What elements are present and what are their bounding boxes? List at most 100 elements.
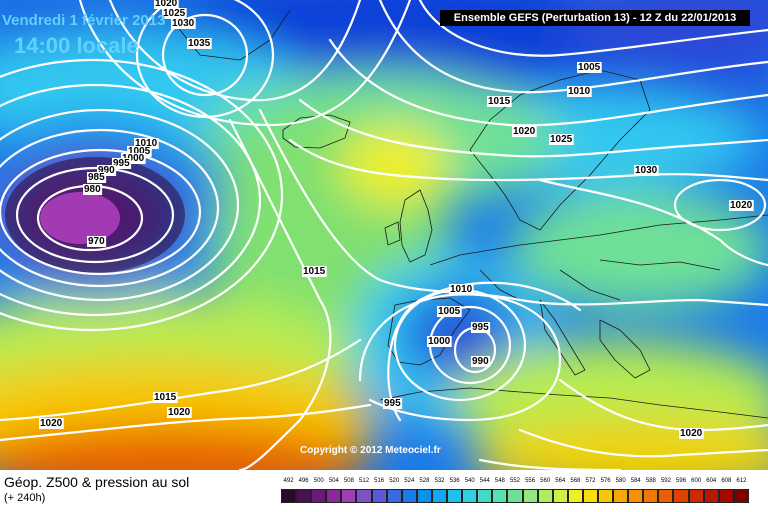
footer-title: Géop. Z500 & pression au sol [4,474,190,490]
isobar-label-background [121,153,146,164]
isobar-label: 1015 [303,266,326,277]
legend-value: 540 [464,478,475,484]
coastlines [159,0,768,419]
isobar-label: 1035 [188,38,211,49]
isobar-label-background [471,322,491,333]
isobar-label-background [512,126,537,137]
isobar-label-background [87,236,107,247]
isobar-label-background [83,184,103,195]
legend-value: 592 [660,478,671,484]
legend-value: 544 [479,478,490,484]
legend-value: 524 [404,478,415,484]
legend-swatch [477,489,493,503]
isobar-label-background [39,418,64,429]
isobar-label: 1020 [513,126,536,137]
legend-swatch [326,489,342,503]
isobar-label-background [679,428,704,439]
legend-swatch [582,489,598,503]
legend-value: 608 [721,478,732,484]
isobar-label: 1005 [578,62,601,73]
legend-swatch [658,489,674,503]
isobar-label: 1015 [154,392,177,403]
legend-swatch [613,489,629,503]
legend-value: 588 [645,478,656,484]
legend-swatch [597,489,614,503]
isobar-label: 1000 [122,153,145,164]
model-run-label: Ensemble GEFS (Perturbation 13) - 12 Z d… [440,10,750,26]
legend-swatch [733,489,749,503]
isobar-label: 1020 [40,418,63,429]
isobar-label-background [634,165,659,176]
isobar-label: 980 [84,184,101,195]
isobar-label: 1020 [730,200,753,211]
legend-value: 584 [630,478,641,484]
legend-value: 564 [555,478,566,484]
isobar-label-background [427,336,452,347]
legend-swatch [447,489,463,503]
legend-swatch [431,489,448,503]
footer-subtitle: (+ 240h) [4,492,46,504]
forecast-time: 14:00 locale [14,33,139,58]
legend-swatch [537,489,553,503]
legend-swatch [356,489,372,503]
legend-swatch [371,489,387,503]
isobar-label: 1030 [635,165,658,176]
isobar-label: 1000 [428,336,451,347]
legend-value: 596 [676,478,687,484]
isobar-label-background [729,200,754,211]
legend-value: 496 [298,478,309,484]
isobar-label-background [437,306,462,317]
legend-swatch [341,489,357,503]
color-legend: 492 496 500 504 508 512 516 520 524 528 532 536 540 5… [281,478,749,504]
legend-swatch [401,489,417,503]
legend-value: 520 [389,478,400,484]
legend-value: 512 [359,478,370,484]
legend-value: 612 [736,478,747,484]
isobar-label-background [487,96,512,107]
legend-value: 528 [419,478,430,484]
isobar-label: 990 [472,356,489,367]
isobar-label-background [302,266,327,277]
legend-swatch [552,489,568,503]
legend-swatch [673,489,689,503]
forecast-date: Vendredi 1 février 2013 [2,12,166,29]
legend-swatch [643,489,659,503]
legend-value: 580 [615,478,626,484]
isobar-label: 995 [384,398,401,409]
legend-swatch [703,489,719,503]
isobar-label: 1010 [135,138,158,149]
isobar-label-background [577,62,602,73]
isobar-label-background [87,172,107,183]
legend-value: 560 [540,478,551,484]
legend-swatch [281,489,297,503]
legend-swatch [462,489,478,503]
legend-swatch [386,489,402,503]
isobar-label-background [153,392,178,403]
legend-value: 568 [570,478,581,484]
legend-value: 536 [449,478,460,484]
legend-value: 492 [283,478,294,484]
legend-value: 500 [313,478,324,484]
isobar-label: 995 [113,158,130,169]
isobar-label: 995 [472,322,489,333]
isobar-label: 1020 [155,0,178,9]
isobar-label: 1005 [128,146,151,157]
legend-swatch [311,489,327,503]
legend-swatch [522,489,538,503]
legend-value: 532 [434,478,445,484]
legend-swatch [296,489,312,503]
isobar-label: 1025 [163,8,186,19]
isobar-label: 985 [88,172,105,183]
isobar-label-background [134,138,159,149]
legend-value: 552 [509,478,521,484]
isobar-label: 1010 [450,284,473,295]
isobar-label-background [112,158,132,169]
isobar-label: 1005 [438,306,461,317]
legend-swatch [507,489,523,503]
isobar-label-background [383,398,403,409]
legend-value: 508 [343,478,354,484]
isobar-label-background [127,146,152,157]
isobar-label: 1030 [172,18,195,29]
legend-swatch [718,489,734,503]
